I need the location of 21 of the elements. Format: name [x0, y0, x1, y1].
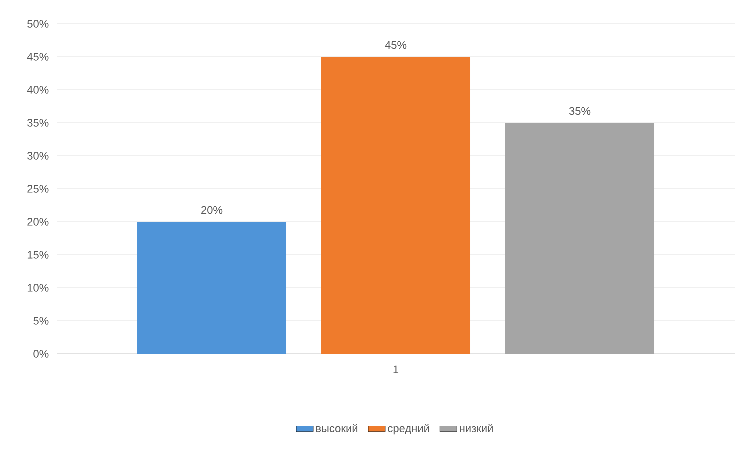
legend-label: высокий	[316, 424, 358, 432]
data-label: 20%	[202, 206, 223, 214]
y-tick-label: 45%	[27, 53, 49, 61]
bar	[506, 123, 655, 354]
y-tick-label: 30%	[28, 152, 49, 160]
legend-label: низкий	[460, 424, 493, 432]
x-tick-label: 1	[394, 366, 399, 374]
y-tick-label: 20%	[28, 218, 49, 226]
y-tick-label: 0%	[34, 350, 49, 358]
y-tick-label: 50%	[28, 20, 49, 28]
legend-label: средний	[388, 424, 430, 435]
bar	[138, 222, 287, 354]
y-tick-label: 15%	[28, 251, 49, 259]
y-tick-label: 40%	[27, 86, 49, 94]
bar	[322, 57, 471, 354]
y-tick-label: 35%	[28, 119, 49, 127]
y-tick-label: 5%	[34, 317, 49, 325]
data-label: 45%	[385, 41, 407, 50]
data-label: 35%	[569, 107, 591, 116]
y-tick-label: 10%	[28, 284, 49, 292]
y-tick-label: 25%	[28, 185, 49, 193]
